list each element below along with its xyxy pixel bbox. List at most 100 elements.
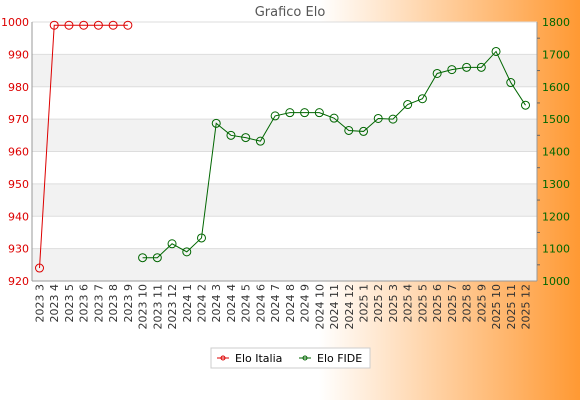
data-point <box>255 136 265 146</box>
legend: Elo Italia Elo FIDE <box>210 347 371 369</box>
x-tick-label: 2023 12 <box>166 284 179 330</box>
plot-band <box>32 151 537 184</box>
data-point <box>447 65 457 75</box>
plot-band <box>32 54 537 87</box>
left-tick-label: 920 <box>8 275 29 288</box>
x-tick-label: 2025 3 <box>387 284 400 323</box>
data-point <box>521 100 530 110</box>
legend-marker <box>220 355 226 361</box>
data-point <box>285 108 295 118</box>
x-tick-label: 2024 11 <box>328 284 341 330</box>
x-tick-label: 2023 5 <box>63 284 76 323</box>
data-point <box>35 263 44 273</box>
x-tick-label: 2023 10 <box>137 284 150 330</box>
data-point <box>314 108 324 118</box>
data-point <box>388 114 398 124</box>
x-tick-label: 2023 7 <box>92 284 105 323</box>
x-tick-label: 2025 6 <box>431 284 444 323</box>
chart-title: Grafico Elo <box>255 5 326 20</box>
x-tick-label: 2024 1 <box>181 284 194 323</box>
data-point <box>270 111 280 121</box>
right-tick-label: 1800 <box>542 16 570 29</box>
plot-band <box>32 22 537 55</box>
data-point <box>167 239 177 249</box>
data-point <box>182 247 192 257</box>
data-point <box>432 68 442 78</box>
x-tick-label: 2025 2 <box>372 284 385 323</box>
right-tick-label: 1400 <box>542 146 570 159</box>
series-line <box>39 24 128 269</box>
left-tick-label: 970 <box>8 113 29 126</box>
plot-band <box>32 119 537 152</box>
left-tick-label: 990 <box>8 48 29 61</box>
plot-band <box>32 216 537 249</box>
x-tick-label: 2024 3 <box>210 284 223 323</box>
x-tick-label: 2024 4 <box>225 284 238 323</box>
data-point <box>123 20 133 30</box>
right-tick-label: 1600 <box>542 81 570 94</box>
data-point <box>329 113 339 123</box>
data-point <box>476 62 486 72</box>
x-tick-label: 2025 1 <box>358 284 371 323</box>
x-tick-label: 2025 12 <box>520 284 533 330</box>
x-tick-label: 2024 5 <box>240 284 253 323</box>
data-point <box>108 20 118 30</box>
data-point <box>79 20 89 30</box>
x-tick-label: 2025 11 <box>505 284 518 330</box>
x-tick-label: 2023 6 <box>78 284 91 323</box>
x-tick-label: 2025 8 <box>461 284 474 323</box>
x-tick-label: 2024 2 <box>196 284 209 323</box>
legend-box <box>210 347 371 369</box>
plot-band <box>32 248 537 281</box>
right-tick-label: 1500 <box>542 113 570 126</box>
data-point <box>211 118 221 128</box>
series-line <box>142 50 526 259</box>
data-point <box>226 130 236 140</box>
x-tick-label: 2024 9 <box>299 284 312 323</box>
left-tick-label: 980 <box>8 81 29 94</box>
data-point <box>138 253 148 263</box>
right-tick-label: 1300 <box>542 178 570 191</box>
left-tick-label: 940 <box>8 210 29 223</box>
data-point <box>152 253 162 263</box>
x-tick-label: 2025 9 <box>475 284 488 323</box>
plot-band <box>32 183 537 217</box>
data-point <box>300 108 310 118</box>
data-point <box>506 78 516 88</box>
data-point <box>241 133 251 143</box>
x-tick-label: 2024 8 <box>284 284 297 323</box>
x-tick-label: 2024 7 <box>269 284 282 323</box>
legend-marker <box>302 355 308 361</box>
data-point <box>49 20 59 30</box>
x-tick-label: 2023 3 <box>34 284 47 323</box>
left-tick-label: 930 <box>8 243 29 256</box>
x-tick-label: 2025 4 <box>402 284 415 323</box>
left-tick-label: 950 <box>8 178 29 191</box>
x-tick-label: 2023 8 <box>107 284 120 323</box>
right-tick-label: 1100 <box>542 243 570 256</box>
x-tick-label: 2024 6 <box>254 284 267 323</box>
data-point <box>417 94 427 104</box>
right-tick-label: 1200 <box>542 210 570 223</box>
x-tick-label: 2024 12 <box>343 284 356 330</box>
data-point <box>64 20 74 30</box>
right-tick-label: 1000 <box>542 275 570 288</box>
data-point <box>373 113 383 123</box>
x-tick-label: 2023 11 <box>151 284 164 330</box>
legend-label: Elo Italia <box>235 352 282 365</box>
left-tick-label: 1000 <box>1 16 29 29</box>
right-tick-label: 1700 <box>542 48 570 61</box>
data-point <box>491 46 501 56</box>
x-tick-label: 2024 10 <box>313 284 326 330</box>
left-tick-label: 960 <box>8 146 29 159</box>
x-tick-label: 2025 10 <box>490 284 503 330</box>
x-tick-label: 2023 4 <box>48 284 61 323</box>
x-tick-label: 2025 7 <box>446 284 459 323</box>
data-point <box>462 62 472 72</box>
data-point <box>344 125 354 135</box>
x-tick-label: 2025 5 <box>416 284 429 323</box>
data-point <box>359 126 368 136</box>
x-tick-label: 2023 9 <box>122 284 135 323</box>
